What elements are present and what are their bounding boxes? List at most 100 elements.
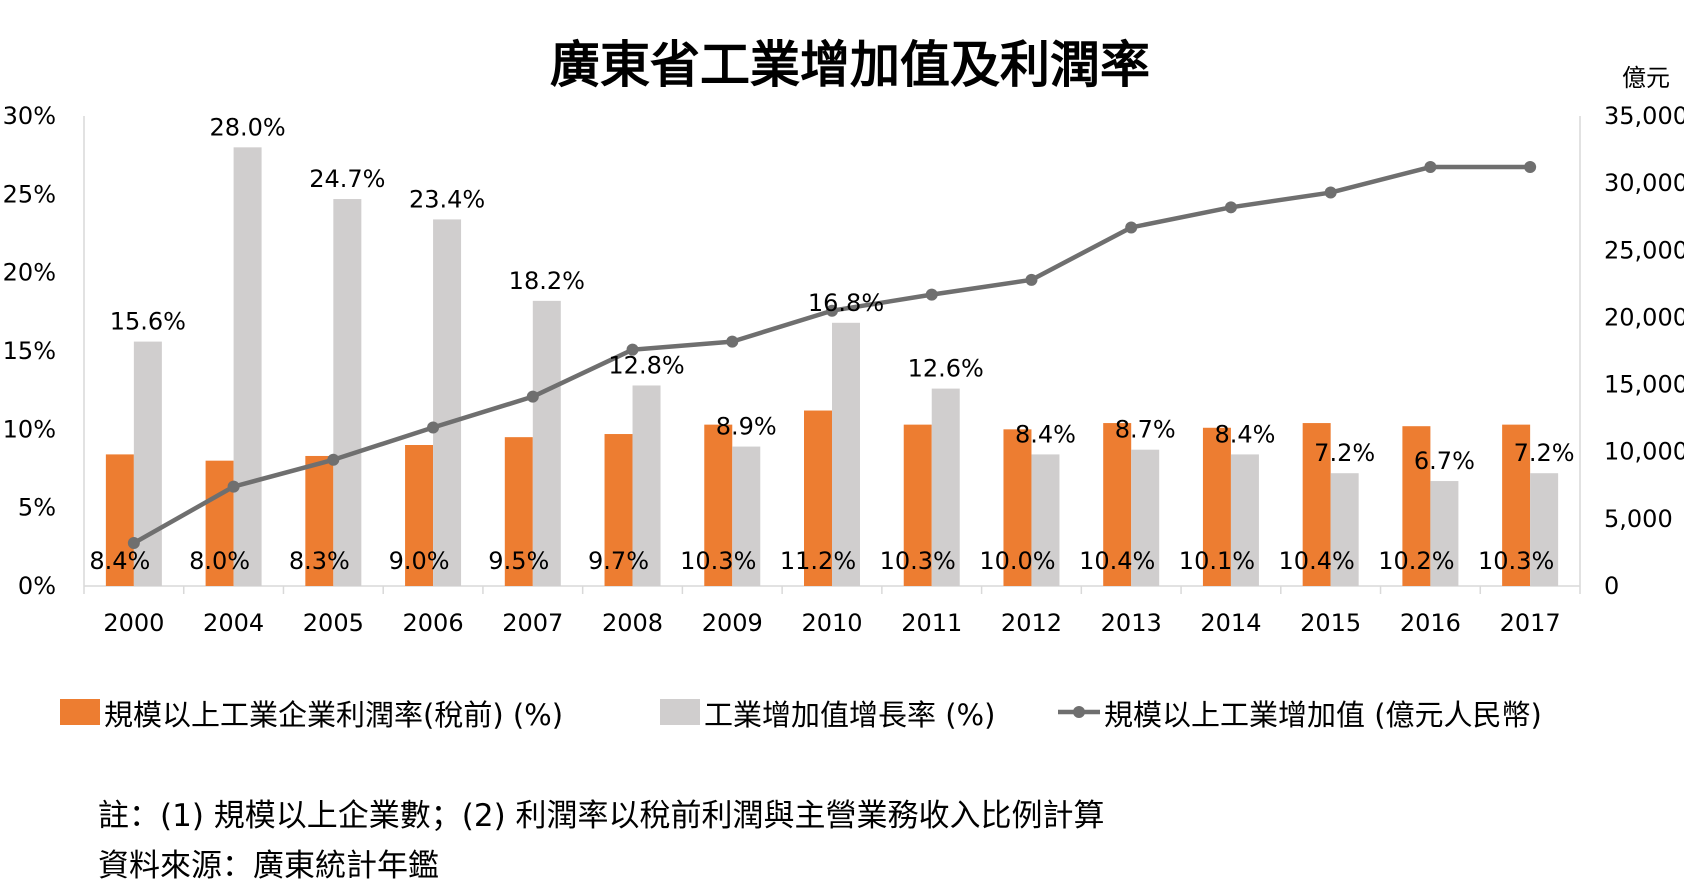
x-tick-label: 2013 — [1101, 609, 1162, 637]
legend-swatch-growth-rate — [660, 699, 700, 725]
profit-rate-bar — [405, 445, 434, 586]
profit-rate-bar — [903, 424, 932, 586]
growth-rate-label: 8.7% — [1115, 416, 1176, 444]
right-tick-label: 5,000 — [1604, 505, 1673, 533]
legend: 規模以上工業企業利潤率(稅前) (%) 工業增加值增長率 (%) 規模以上工業增加值… — [60, 698, 1542, 732]
profit-rate-label: 9.0% — [389, 547, 450, 575]
profit-rate-bar — [804, 410, 832, 586]
profit-rate-bar — [1402, 426, 1431, 586]
profit-rate-label: 9.5% — [488, 547, 549, 575]
legend-marker-value-added — [1073, 706, 1085, 718]
left-tick-label: 5% — [18, 494, 56, 522]
growth-rate-bar — [1230, 454, 1259, 586]
growth-rate-label: 18.2% — [509, 267, 585, 295]
right-axis-unit: 億元 — [1622, 64, 1670, 92]
value-added-point — [1324, 186, 1337, 199]
legend-label-growth-rate: 工業增加值增長率 (%) — [704, 698, 995, 732]
chart-title: 廣東省工業增加值及利潤率 — [550, 36, 1150, 94]
growth-rate-label: 23.4% — [409, 185, 485, 213]
right-tick-label: 35,000 — [1604, 102, 1684, 130]
growth-rate-label: 16.8% — [808, 289, 884, 317]
x-tick-label: 2010 — [801, 609, 862, 637]
profit-rate-label: 10.3% — [1478, 547, 1554, 575]
growth-rate-bar — [632, 385, 661, 586]
growth-rate-label: 24.7% — [309, 165, 385, 193]
profit-rate-bar — [604, 434, 633, 586]
right-tick-label: 10,000 — [1604, 438, 1684, 466]
x-tick-label: 2004 — [203, 609, 264, 637]
left-tick-label: 30% — [3, 102, 56, 130]
growth-rate-bar — [1330, 473, 1359, 586]
profit-rate-bar — [305, 455, 334, 586]
value-added-point — [227, 480, 240, 493]
value-added-point — [1125, 221, 1138, 234]
right-tick-label: 25,000 — [1604, 236, 1684, 264]
profit-rate-label: 10.3% — [680, 547, 756, 575]
value-added-point — [127, 537, 140, 550]
plot-area: 0% 5% 10% 15% 20% 25% 30% 0 5,000 10,000 15,000 20,… — [3, 102, 1684, 637]
x-tick-label: 2014 — [1200, 609, 1261, 637]
growth-rate-bar — [1131, 449, 1160, 586]
profit-rate-bar — [205, 460, 234, 586]
x-tick-label: 2008 — [602, 609, 663, 637]
profit-rate-label: 8.4% — [89, 547, 150, 575]
legend-label-profit-rate: 規模以上工業企業利潤率(稅前) (%) — [104, 698, 563, 732]
x-tick-label: 2017 — [1500, 609, 1561, 637]
profit-rate-bar — [1003, 429, 1032, 586]
right-tick-label: 15,000 — [1604, 371, 1684, 399]
profit-rate-label: 9.7% — [588, 547, 649, 575]
left-tick-label: 10% — [3, 415, 56, 443]
growth-rate-label: 15.6% — [110, 308, 186, 336]
growth-rate-label: 7.2% — [1314, 439, 1375, 467]
x-tick-label: 2007 — [502, 609, 563, 637]
profit-rate-bar — [1202, 427, 1231, 586]
value-added-point — [1524, 161, 1537, 174]
growth-rate-bar — [333, 199, 362, 587]
legend-label-value-added: 規模以上工業增加值 (億元人民幣) — [1104, 698, 1542, 732]
profit-rate-bar — [1302, 423, 1331, 586]
x-tick-label: 2012 — [1001, 609, 1062, 637]
value-added-point — [327, 453, 340, 466]
profit-rate-label: 10.2% — [1378, 547, 1454, 575]
value-added-point — [427, 421, 440, 434]
growth-rate-label: 8.9% — [716, 413, 777, 441]
value-added-point — [1224, 201, 1237, 214]
profit-rate-bar — [1502, 424, 1531, 586]
x-tick-label: 2016 — [1400, 609, 1461, 637]
value-added-point — [1424, 161, 1437, 174]
x-tick-label: 2005 — [303, 609, 364, 637]
x-tick-label: 2015 — [1300, 609, 1361, 637]
profit-rate-label: 8.0% — [189, 547, 250, 575]
profit-rate-label: 10.4% — [1079, 547, 1155, 575]
x-tick-label: 2009 — [702, 609, 763, 637]
left-tick-label: 20% — [3, 259, 56, 287]
growth-rate-label: 7.2% — [1514, 439, 1575, 467]
x-tick-label: 2000 — [103, 609, 164, 637]
footnote: 註：(1) 規模以上企業數；(2) 利潤率以稅前利潤與主營業務收入比例計算 — [98, 798, 1105, 834]
profit-rate-label: 10.0% — [979, 547, 1055, 575]
profit-rate-label: 11.2% — [780, 547, 856, 575]
left-tick-label: 25% — [3, 180, 56, 208]
growth-rate-bar — [1530, 473, 1559, 586]
profit-rate-bar — [105, 454, 134, 586]
profit-rate-bar — [704, 424, 733, 586]
growth-rate-label: 8.4% — [1214, 420, 1275, 448]
left-tick-label: 0% — [18, 572, 56, 600]
right-tick-label: 20,000 — [1604, 303, 1684, 331]
source-note: 資料來源：廣東統計年鑑 — [98, 848, 439, 884]
x-tick-label: 2011 — [901, 609, 962, 637]
growth-rate-label: 28.0% — [209, 113, 285, 141]
growth-rate-bar — [1430, 481, 1459, 586]
right-tick-label: 0 — [1604, 572, 1619, 600]
growth-rate-label: 12.8% — [608, 351, 684, 379]
profit-rate-bar — [1103, 423, 1132, 586]
profit-rate-label: 10.1% — [1179, 547, 1255, 575]
value-added-point — [925, 288, 938, 301]
growth-rate-label: 12.6% — [908, 355, 984, 383]
growth-rate-bar — [433, 219, 462, 586]
value-added-point — [826, 304, 838, 317]
left-tick-label: 15% — [3, 337, 56, 365]
profit-rate-label: 10.4% — [1279, 547, 1355, 575]
growth-rate-bar — [732, 446, 761, 586]
